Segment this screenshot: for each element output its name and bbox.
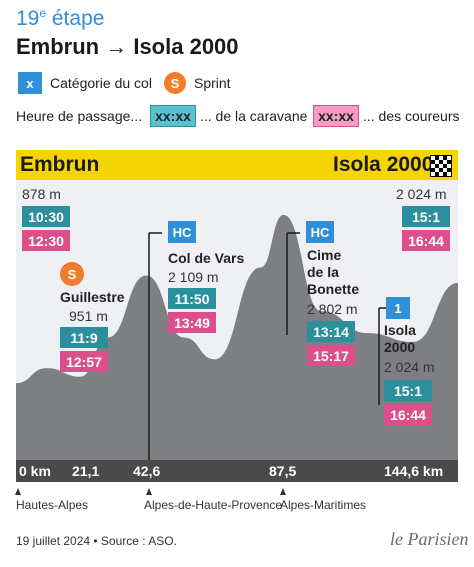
col-de-vars-altitude: 2 109 m <box>168 269 219 285</box>
checkered-flag-icon <box>430 155 452 177</box>
caravane-legend-label: ... de la caravane <box>200 108 308 124</box>
col-de-vars-caravane-time: 11:50 <box>168 288 216 309</box>
isola-name-line: Isola <box>384 322 416 338</box>
guillestre-altitude: 951 m <box>69 308 108 324</box>
footer-source: 19 juillet 2024 • Source : ASO. <box>16 534 177 548</box>
brand-logo: le Parisien <box>390 529 469 549</box>
isola-altitude: 2 024 m <box>384 359 435 375</box>
stage-number: 19e étape <box>16 6 105 30</box>
sprint-badge-icon: S <box>164 72 186 94</box>
col-de-vars-coureurs-time: 13:49 <box>168 312 216 333</box>
finish-caravane-time: 15:1 <box>402 206 450 227</box>
col-de-vars-category-badge-icon: HC <box>168 221 196 243</box>
bonette-name-line: Bonette <box>307 281 360 297</box>
isola-coureurs-time: 16:44 <box>384 404 432 425</box>
km-tick-label: 0 km <box>19 463 51 479</box>
category-badge-icon: x <box>18 72 42 94</box>
km-tick-label: 87,5 <box>269 463 297 479</box>
finish-altitude: 2 024 m <box>396 186 447 202</box>
start-altitude: 878 m <box>22 186 61 202</box>
guillestre-name: Guillestre <box>60 289 125 305</box>
bonette-coureurs-time: 15:17 <box>307 345 355 366</box>
start-caravane-time: 10:30 <box>22 206 70 227</box>
guillestre-sprint-badge-icon: S <box>60 262 84 286</box>
bonette-altitude: 2 802 m <box>307 301 358 317</box>
region-marker-am-icon <box>280 488 286 495</box>
guillestre-caravane-time: 11:9 <box>60 327 108 348</box>
km-tick-label: 42,6 <box>133 463 161 479</box>
passage-legend-label: Heure de passage... <box>16 108 143 124</box>
isola-name: Isola 2000 <box>384 322 416 356</box>
col-de-vars-name: Col de Vars <box>168 250 245 266</box>
km-tick-label: 144,6 km <box>384 463 444 479</box>
caravane-legend-box: xx:xx <box>150 105 196 127</box>
bonette-caravane-time: 13:14 <box>307 321 355 342</box>
elevation-profile-area <box>16 214 458 460</box>
region-label: Alpes-de-Haute-Provence <box>144 498 283 512</box>
bonette-name: Cime de la Bonette <box>307 247 359 298</box>
start-finish-bar <box>16 150 458 180</box>
km-axis-bar <box>16 460 458 482</box>
guillestre-coureurs-time: 12:57 <box>60 351 108 372</box>
coureurs-legend-label: ... des coureurs <box>363 108 460 124</box>
route-title: Embrun → Isola 2000 <box>16 34 239 59</box>
finish-town-label: Isola 2000 <box>333 153 434 176</box>
bonette-name-line: Cime <box>307 247 342 263</box>
isola-name-line: 2000 <box>384 339 416 355</box>
region-label: Hautes-Alpes <box>16 498 89 512</box>
isola-caravane-time: 15:1 <box>384 380 432 401</box>
start-town-label: Embrun <box>20 153 100 176</box>
km-tick-label: 21,1 <box>72 463 100 479</box>
finish-coureurs-time: 16:44 <box>402 230 450 251</box>
bonette-category-badge-icon: HC <box>306 221 334 243</box>
isola-category-badge-icon: 1 <box>386 297 410 319</box>
region-marker-hautes-alpes-icon <box>15 488 21 495</box>
start-coureurs-time: 12:30 <box>22 230 70 251</box>
sprint-legend-label: Sprint <box>194 75 231 91</box>
region-marker-ahp-icon <box>146 488 152 495</box>
region-label: Alpes-Maritimes <box>280 498 367 512</box>
category-legend-label: Catégorie du col <box>50 75 152 91</box>
coureurs-legend-box: xx:xx <box>313 105 359 127</box>
bonette-name-line: de la <box>307 264 339 280</box>
